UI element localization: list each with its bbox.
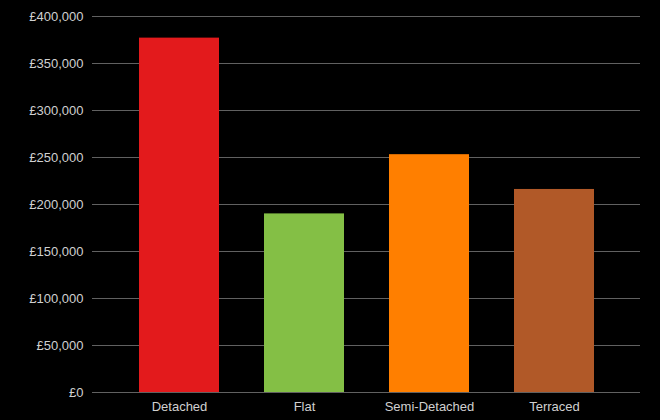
svg-text:£300,000: £300,000 — [29, 103, 83, 118]
svg-text:£250,000: £250,000 — [29, 150, 83, 165]
svg-text:Semi-Detached: Semi-Detached — [385, 399, 475, 414]
svg-text:£400,000: £400,000 — [29, 9, 83, 24]
svg-text:Flat: Flat — [294, 399, 316, 414]
svg-text:£0: £0 — [69, 385, 83, 400]
svg-text:£50,000: £50,000 — [37, 338, 84, 353]
svg-text:£200,000: £200,000 — [29, 197, 83, 212]
svg-text:£350,000: £350,000 — [29, 56, 83, 71]
svg-text:£150,000: £150,000 — [29, 244, 83, 259]
svg-text:Detached: Detached — [152, 399, 208, 414]
svg-text:£100,000: £100,000 — [29, 291, 83, 306]
svg-text:Terraced: Terraced — [529, 399, 580, 414]
